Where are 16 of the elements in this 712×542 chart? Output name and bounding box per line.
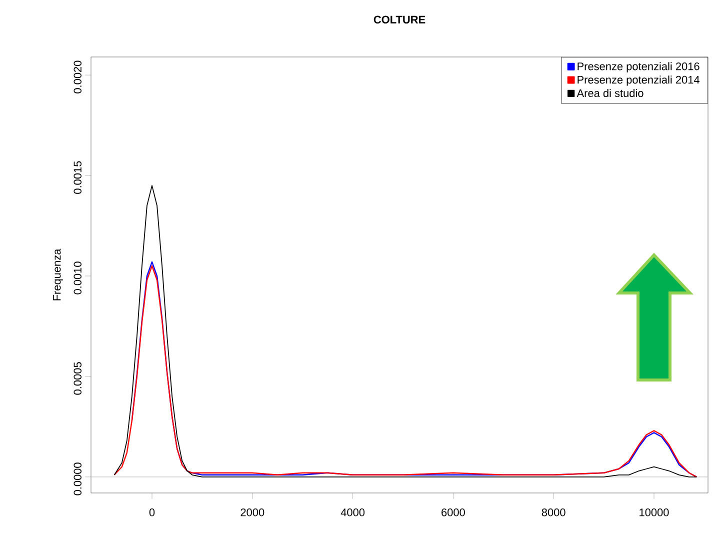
legend-label: Presenze potenziali 2016: [578, 62, 700, 72]
x-tick-label: 4000: [340, 508, 365, 516]
y-axis-title: Frequenza: [53, 248, 63, 300]
y-tick-label: 0.0020: [74, 60, 82, 94]
legend-label: Area di studio: [576, 89, 644, 98]
x-tick-label: 0: [149, 508, 155, 516]
x-tick-label: 2000: [240, 508, 264, 516]
x-tick-label: 8000: [542, 508, 566, 516]
y-tick-label: 0.0015: [74, 161, 82, 194]
chart-title: COLTURE: [374, 16, 426, 24]
x-tick-label: 10000: [640, 508, 669, 516]
y-tick-label: 0.0005: [74, 362, 82, 395]
y-tick-label: 0.0010: [74, 262, 82, 294]
y-tick-label: 0.0000: [74, 462, 82, 496]
legend-label: Presenze potenziali 2014: [578, 76, 700, 86]
x-tick-label: 6000: [442, 508, 465, 516]
